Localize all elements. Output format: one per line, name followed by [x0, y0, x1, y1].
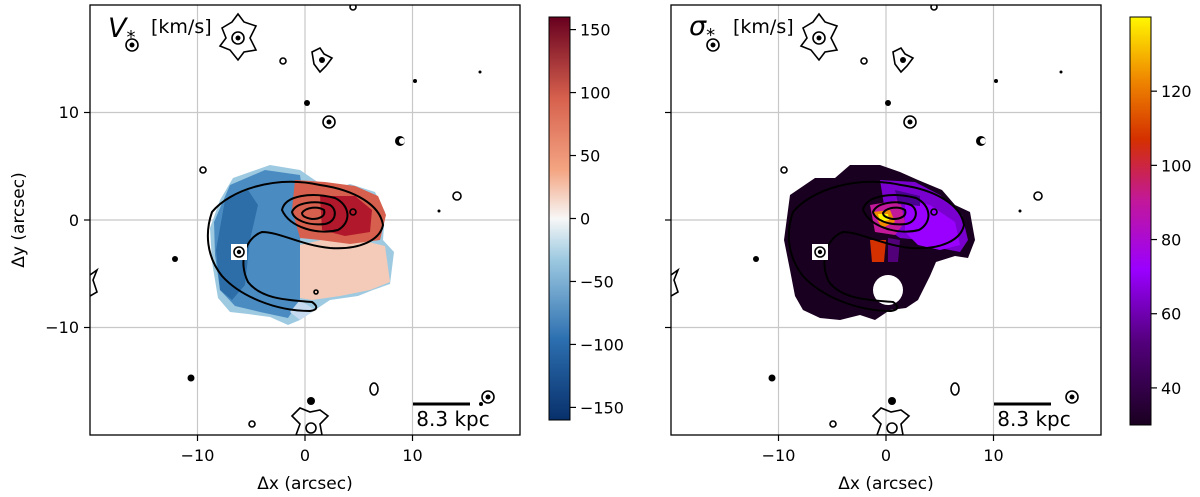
velocity-colorbar: 150 100 50 0 −50 −100 −150 — [548, 16, 624, 421]
colorbar-tick-label: 60 — [1161, 305, 1181, 324]
colorbar-tick-label: 100 — [1161, 156, 1192, 175]
colorbar-tick-label: −50 — [580, 272, 614, 291]
colorbar-tick-label: 120 — [1161, 82, 1192, 101]
dispersion-panel: 8.3 kpc σ* [km/s] −10 0 10 Δx (arcsec) 1… — [665, 4, 1192, 494]
field-sources — [90, 5, 495, 435]
dispersion-colorbar: 120 100 80 60 40 — [1129, 16, 1192, 426]
colorbar-tick-label: 150 — [580, 21, 611, 40]
scale-bar: 8.3 kpc — [994, 402, 1071, 431]
panel2-title-symbol: σ — [689, 11, 707, 42]
colorbar-tick-label: 50 — [580, 147, 600, 166]
panel2-xtick: 10 — [983, 446, 1003, 465]
panel1-ytick: 10 — [59, 103, 79, 122]
panel1-title-unit: [km/s] — [151, 16, 212, 38]
panel1-xtick: 0 — [300, 446, 310, 465]
panel2-xtick: 0 — [881, 446, 891, 465]
panel2-xtick: −10 — [762, 446, 796, 465]
scale-bar-label: 8.3 kpc — [997, 407, 1070, 431]
panel1-title-subscript: * — [126, 27, 135, 48]
scale-bar-label: 8.3 kpc — [416, 407, 489, 431]
dispersion-map — [784, 165, 975, 320]
panel2-title-unit: [km/s] — [733, 16, 794, 38]
scale-bar: 8.3 kpc — [413, 402, 490, 431]
velocity-panel: 8.3 kpc V* [km/s] −10 0 10 −10 0 10 Δx (… — [9, 4, 624, 494]
panel1-ylabel: Δy (arcsec) — [9, 172, 29, 267]
panel1-xtick: 10 — [402, 446, 422, 465]
flux-contours — [787, 180, 966, 313]
panel2-title-subscript: * — [706, 25, 715, 46]
colorbar-tick-label: −150 — [580, 398, 624, 417]
panel1-ticks — [84, 111, 414, 441]
colorbar-tick-label: 80 — [1161, 231, 1181, 250]
svg-text:σ*: σ* — [689, 11, 715, 46]
colorbar-tick-label: 40 — [1161, 379, 1181, 398]
flux-contours — [206, 180, 385, 313]
panel1-title-symbol: V — [108, 13, 129, 44]
panel1-ytick: −10 — [45, 318, 79, 337]
colorbar-tick-label: 100 — [580, 84, 611, 103]
panel2-title: σ* [km/s] — [689, 11, 794, 46]
panel1-xlabel: Δx (arcsec) — [257, 474, 352, 494]
panel1-title: V* [km/s] — [108, 13, 212, 48]
panel1-xtick: −10 — [181, 446, 215, 465]
panel2-ticks — [665, 111, 995, 441]
panel1-ytick: 0 — [69, 211, 79, 230]
panel2-xlabel: Δx (arcsec) — [838, 474, 933, 494]
field-sources — [671, 5, 1079, 435]
svg-text:V*: V* — [108, 13, 135, 48]
colorbar-tick-label: −100 — [580, 335, 624, 354]
colorbar-tick-label: 0 — [580, 210, 590, 229]
